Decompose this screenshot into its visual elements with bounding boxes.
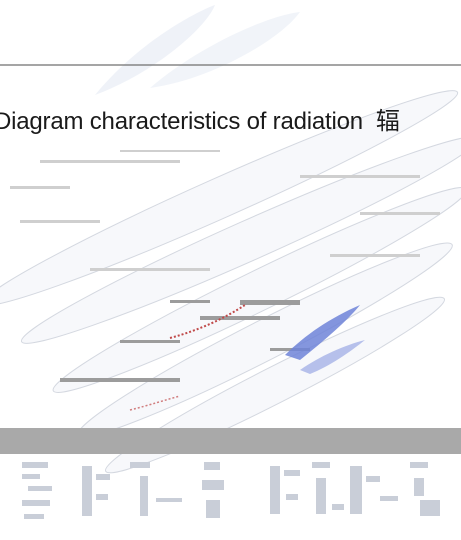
background-leaf-shapes: [95, 5, 300, 95]
gray-band: [0, 428, 461, 454]
blue-accent-shape: [285, 305, 360, 360]
diagram-caption: Diagram characteristics of radiation 辐: [0, 106, 400, 137]
fragmented-glyph-row: [22, 462, 440, 519]
red-accent-curve: [169, 304, 246, 339]
caption-text: Diagram characteristics of radiation: [0, 108, 363, 135]
caption-cjk-suffix: 辐: [375, 107, 400, 135]
